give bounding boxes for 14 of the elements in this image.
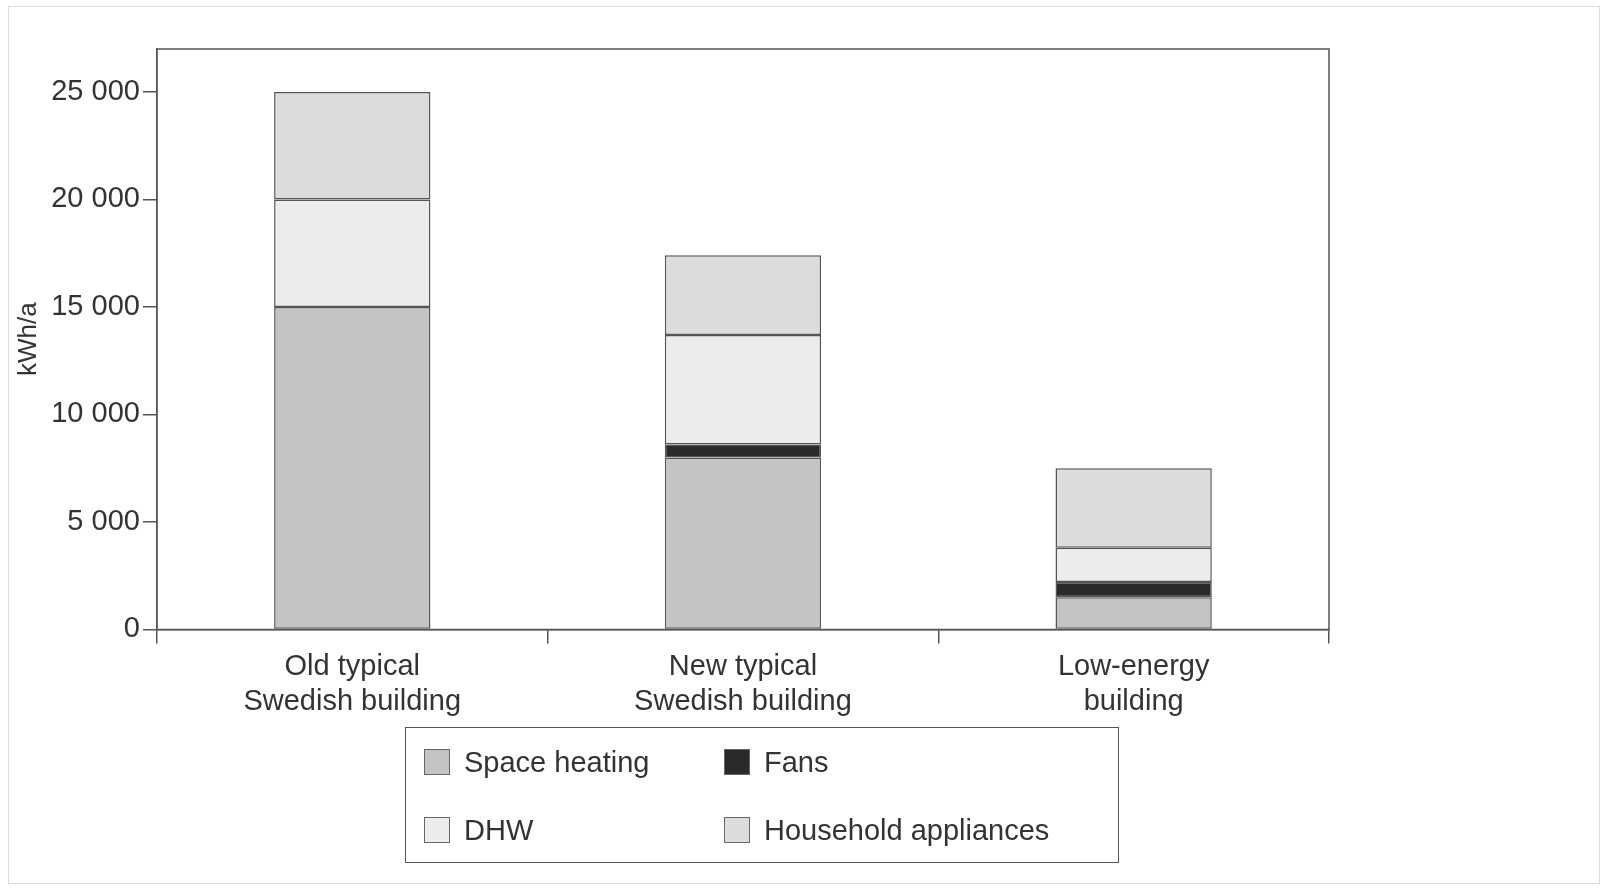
y-axis-title: kWh/a bbox=[11, 301, 42, 377]
x-tick-label: New typical Swedish building bbox=[634, 648, 852, 716]
legend-label: Fans bbox=[764, 745, 829, 779]
y-tick-label: 20 000 bbox=[51, 181, 140, 214]
y-tick-label: 5 000 bbox=[67, 503, 140, 536]
legend-label: DHW bbox=[464, 813, 534, 847]
y-tick-label: 10 000 bbox=[51, 396, 140, 429]
x-tick-label: Old typical Swedish building bbox=[243, 648, 462, 716]
x-tick-label: Low-energy building bbox=[1057, 648, 1210, 716]
legend-label: Household appliances bbox=[764, 813, 1050, 847]
y-tick-label: 25 000 bbox=[51, 73, 140, 106]
legend-label: Space heating bbox=[464, 745, 650, 779]
y-tick-label: 15 000 bbox=[51, 288, 140, 321]
y-tick-label: 0 bbox=[123, 611, 140, 644]
